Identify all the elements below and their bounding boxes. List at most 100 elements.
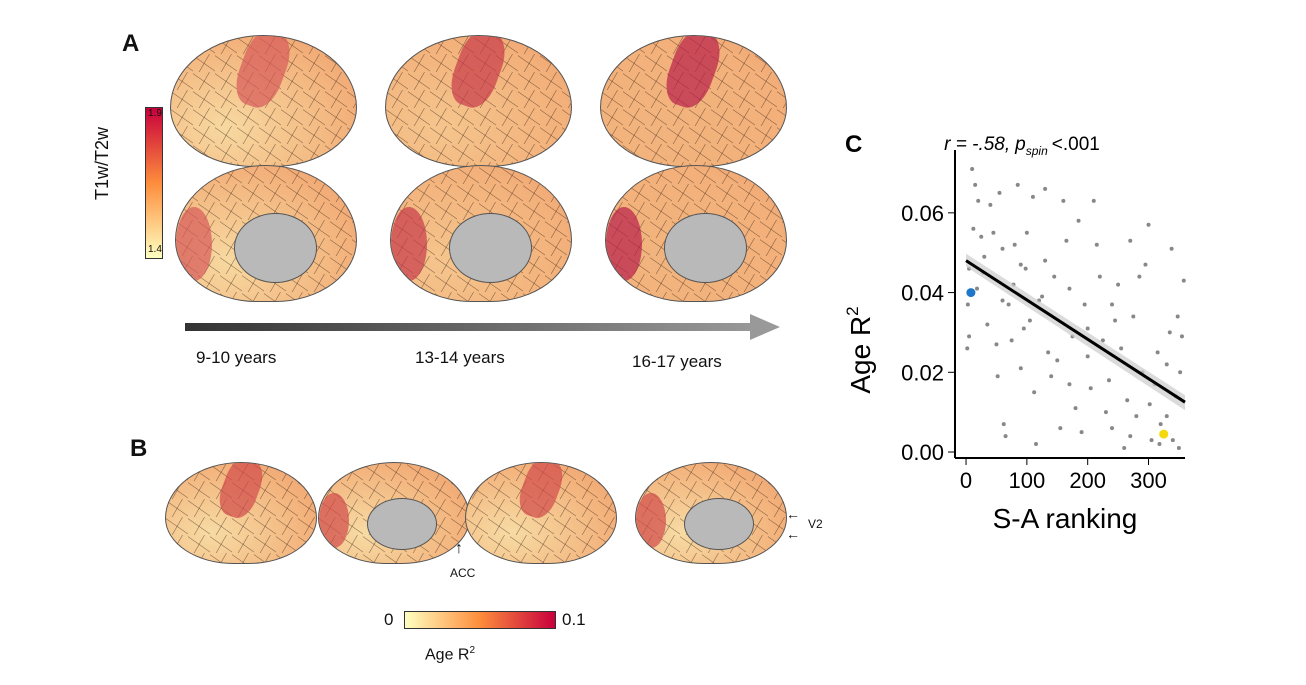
lateral-brain-r2 [165, 462, 317, 564]
p-label: p [1014, 134, 1026, 155]
data-point [1155, 350, 1160, 355]
ylabel-sup: 2 [843, 306, 862, 315]
data-point [1049, 374, 1054, 379]
highlight-point-acc [966, 288, 976, 298]
data-point [976, 198, 981, 203]
chart-title: r = -.58, pspin <.001 [944, 134, 1100, 158]
data-point [1128, 238, 1133, 243]
data-point [967, 334, 972, 339]
highlight-point-v2 [1159, 429, 1169, 439]
data-point [1000, 298, 1005, 303]
data-point [1134, 414, 1139, 419]
y-axis-label: Age R2 [843, 306, 876, 393]
data-point [1131, 314, 1136, 319]
data-point [1110, 426, 1115, 431]
data-point [1181, 278, 1186, 283]
y-tick-label: 0.00 [901, 440, 944, 465]
age-label-13-14: 13-14 years [415, 348, 505, 367]
data-point [1043, 258, 1048, 263]
data-point [1164, 414, 1169, 419]
x-tick-label: 300 [1130, 468, 1167, 493]
data-point [1137, 274, 1142, 279]
data-point [991, 230, 996, 235]
label-text: Age R [425, 646, 470, 664]
data-point [1119, 346, 1124, 351]
data-point [1064, 238, 1069, 243]
data-point [1085, 326, 1090, 331]
p-value: <.001 [1052, 134, 1100, 155]
data-point [1009, 338, 1014, 343]
data-point [1143, 262, 1148, 267]
data-point [1122, 446, 1127, 451]
age-r2-colorbar [404, 611, 556, 629]
data-point [985, 322, 990, 327]
colorbar-min: 1.4 [148, 244, 162, 255]
lateral-brain [600, 35, 787, 167]
data-point [1032, 390, 1037, 395]
data-point [1043, 186, 1048, 191]
ylabel-text: Age R [845, 316, 876, 394]
data-point [1030, 194, 1035, 199]
x-tick-label: 200 [1069, 468, 1106, 493]
x-tick-label: 0 [960, 468, 972, 493]
data-point [1085, 354, 1090, 359]
colorbar-title: T1w/T2w [92, 126, 112, 200]
acc-label: ACC [450, 566, 476, 580]
age-label-9-10: 9-10 years [196, 348, 277, 367]
data-point [1179, 334, 1184, 339]
data-point [995, 374, 1000, 379]
data-point [1015, 182, 1020, 187]
data-point [1157, 442, 1162, 447]
age-label-16-17: 16-17 years [632, 352, 722, 371]
data-point [1000, 246, 1005, 251]
age-arrow [185, 314, 780, 340]
data-point [1146, 222, 1151, 227]
data-point [971, 226, 976, 231]
data-point [1046, 350, 1051, 355]
medial-brain [605, 165, 787, 302]
data-point [1128, 434, 1133, 439]
data-point [1091, 198, 1096, 203]
lateral-brain [170, 35, 357, 167]
data-point [1106, 378, 1111, 383]
data-point [974, 286, 979, 291]
panel-a-letter: A [122, 30, 140, 57]
data-point [1003, 434, 1008, 439]
data-point [1125, 398, 1130, 403]
data-point [1149, 438, 1154, 443]
data-point [1110, 302, 1115, 307]
data-point [1164, 362, 1169, 367]
data-point [1012, 242, 1017, 247]
data-point [1076, 218, 1081, 223]
data-point [1027, 318, 1032, 323]
scatter-chart: C r = -.58, pspin <.001 0.00 0.02 0.04 0.06 0 1… [843, 131, 1186, 534]
data-point [1082, 302, 1087, 307]
panel-b-letter: B [130, 435, 148, 462]
data-point [1073, 406, 1078, 411]
data-point [965, 346, 970, 351]
data-point [1147, 402, 1152, 407]
data-point [1116, 282, 1121, 287]
lateral-brain-r2 [465, 462, 617, 564]
data-point [1055, 358, 1060, 363]
colorbar-b-min: 0 [384, 610, 394, 629]
data-point [1023, 266, 1028, 271]
data-point [988, 202, 993, 207]
x-axis-label: S-A ranking [993, 503, 1138, 534]
data-point [1176, 446, 1181, 451]
data-point [1169, 246, 1174, 251]
data-point [1018, 366, 1023, 371]
y-tick-label: 0.06 [901, 201, 944, 226]
data-point [1024, 230, 1029, 235]
v2-label: V2 [808, 517, 823, 531]
medial-brain-r2 [318, 462, 470, 564]
data-point [965, 302, 970, 307]
data-point [1052, 274, 1057, 279]
fit-line [965, 259, 1186, 404]
data-point [970, 166, 975, 171]
data-point [1067, 382, 1072, 387]
data-point [1088, 386, 1093, 391]
data-point [1167, 330, 1172, 335]
data-point [1006, 302, 1011, 307]
medial-brain-r2 [635, 462, 787, 564]
